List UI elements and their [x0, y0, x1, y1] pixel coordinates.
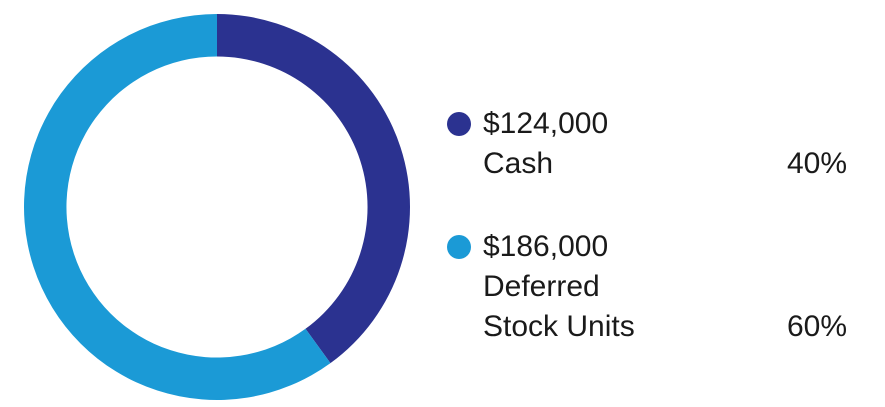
donut-segment-cash: [217, 14, 410, 364]
donut-chart: [23, 14, 410, 400]
legend-percent-deferred-stock-units: 60%: [786, 310, 847, 343]
legend-percent-cash: 40%: [786, 147, 847, 180]
legend-swatch-deferred-stock-units: [447, 235, 471, 259]
legend-label-deferred-stock-units: Deferred Stock Units: [483, 270, 635, 343]
legend-amount-cash: $124,000: [483, 107, 609, 140]
donut-segment-deferred-stock-units: [23, 14, 331, 400]
legend-label-cash: Cash: [483, 147, 554, 180]
legend-swatch-cash: [447, 112, 471, 136]
legend-amount-deferred-stock-units: $186,000: [483, 230, 609, 263]
